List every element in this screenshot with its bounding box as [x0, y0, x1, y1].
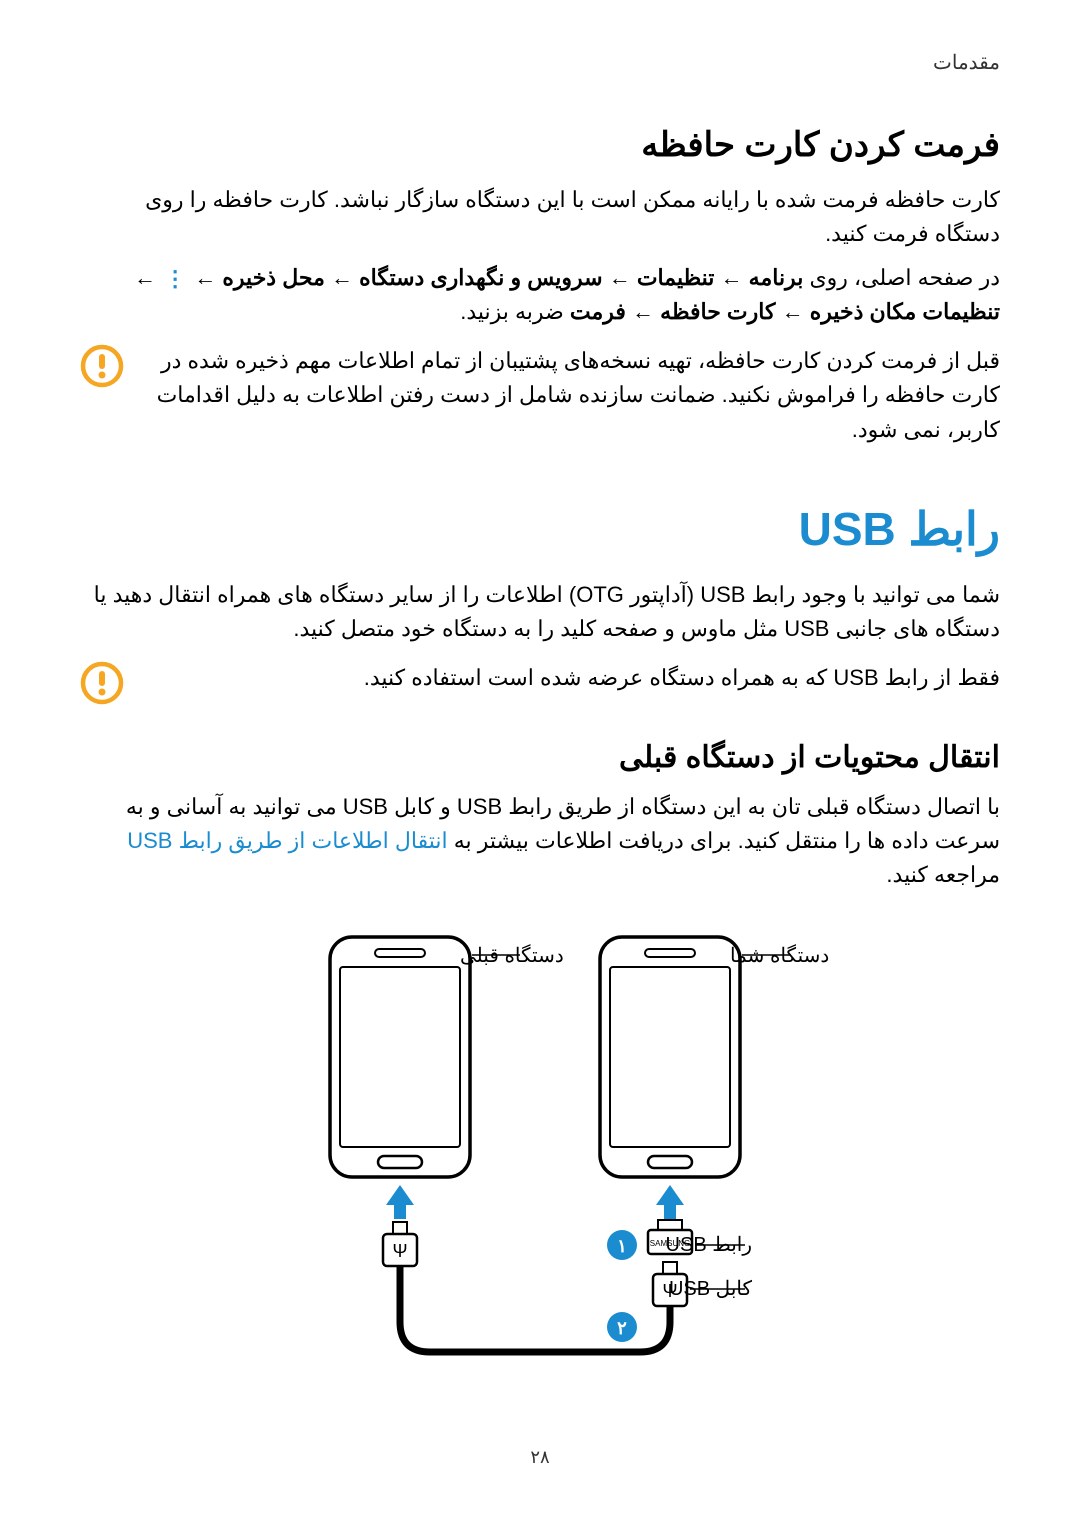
arrow-up-left [386, 1185, 414, 1219]
transfer-para: با اتصال دستگاه قبلی تان به این دستگاه ا… [80, 790, 1000, 892]
text-bold: کارت حافظه [660, 299, 775, 324]
usb-plug-left: Ψ [383, 1222, 417, 1266]
text: مراجعه کنید. [886, 862, 1000, 887]
text-bold: تنظیمات [637, 265, 715, 290]
text: ضربه بزنید. [460, 299, 570, 324]
warning-block-1: قبل از فرمت کردن کارت حافظه، تهیه نسخه‌ه… [80, 344, 1000, 446]
section-usb-title: رابط USB [80, 502, 1000, 556]
svg-text:Ψ: Ψ [392, 1241, 407, 1261]
section-format-title: فرمت کردن کارت حافظه [80, 125, 1000, 165]
page-header: مقدمات [80, 50, 1000, 75]
warning-text: فقط از رابط USB که به همراه دستگاه عرضه … [139, 661, 1000, 695]
arrow-up-right [656, 1185, 684, 1219]
text: ← [188, 265, 222, 290]
text: ← [134, 265, 162, 290]
text-bold: محل ذخیره [222, 265, 324, 290]
format-para-2: در صفحه اصلی، روی برنامه ← تنظیمات ← سرو… [80, 261, 1000, 329]
text-bold: تنظیمات مکان ذخیره [810, 299, 1000, 324]
badge-1: ١ [607, 1230, 637, 1260]
text: ← [714, 265, 748, 290]
text: ← [325, 265, 359, 290]
text: ← [626, 299, 660, 324]
phone-your [600, 937, 740, 1177]
text: ← [603, 265, 637, 290]
text-bold: سرویس و نگهداری دستگاه [359, 265, 603, 290]
warning-block-2: فقط از رابط USB که به همراه دستگاه عرضه … [80, 661, 1000, 705]
label-cable: کابل USB [669, 1278, 752, 1300]
subsection-transfer-title: انتقال محتویات از دستگاه قبلی [80, 740, 1000, 775]
svg-text:٢: ٢ [617, 1318, 627, 1338]
warning-icon [80, 344, 124, 388]
link-transfer[interactable]: انتقال اطلاعات از طریق رابط USB [127, 828, 447, 853]
usb-diagram: دستگاه قبلی دستگاه شما Ψ SAMSUNG رابط US… [190, 927, 890, 1387]
label-connector: رابط USB [666, 1234, 752, 1256]
page-number: ٢٨ [80, 1447, 1000, 1468]
text-bold: برنامه [749, 265, 804, 290]
text: ← [775, 299, 809, 324]
usb-para-1: شما می توانید با وجود رابط USB (آداپتور … [80, 578, 1000, 646]
text: در صفحه اصلی، روی [803, 265, 1000, 290]
text-bold: فرمت [570, 299, 626, 324]
more-icon: ⋮ [164, 275, 186, 284]
phone-previous [330, 937, 470, 1177]
warning-text: قبل از فرمت کردن کارت حافظه، تهیه نسخه‌ه… [139, 344, 1000, 446]
svg-text:١: ١ [617, 1236, 627, 1256]
format-para-1: کارت حافظه فرمت شده با رایانه ممکن است ب… [80, 183, 1000, 251]
badge-2: ٢ [607, 1312, 637, 1342]
warning-icon [80, 661, 124, 705]
